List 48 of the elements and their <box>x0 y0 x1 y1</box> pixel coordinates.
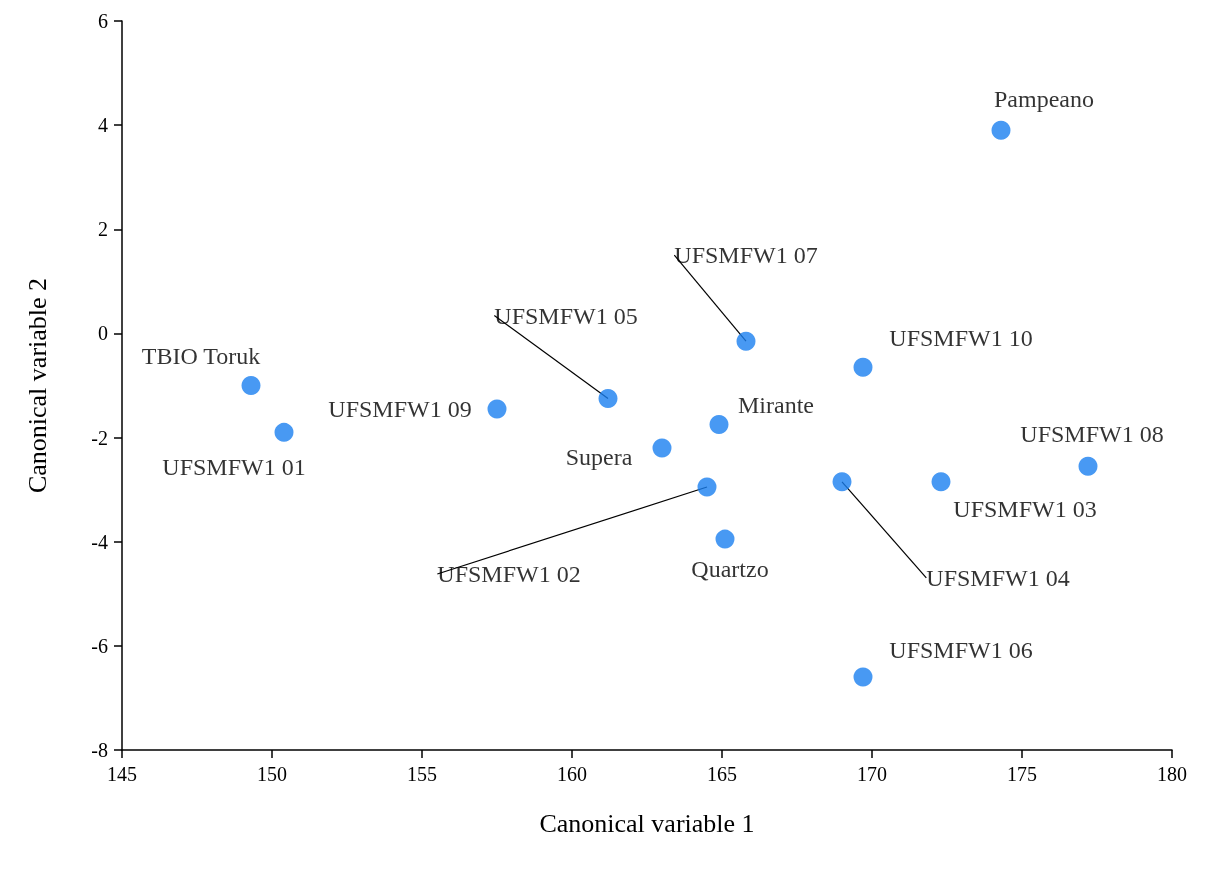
annotation: UFSMFW1 03 <box>953 495 1097 522</box>
point <box>241 376 261 395</box>
y-tick-label: -8 <box>91 739 108 761</box>
point <box>697 477 717 497</box>
y-tick-label: -4 <box>91 530 108 553</box>
point <box>1078 456 1098 476</box>
x-tick-label: 165 <box>707 763 737 785</box>
y-axis-title: Canonical variable 2 <box>22 277 52 494</box>
point <box>931 472 951 492</box>
y-tick-label: -6 <box>91 634 108 657</box>
x-tick-label: 155 <box>407 763 437 785</box>
annotation: UFSMFW1 07 <box>674 242 818 269</box>
annotation: UFSMFW1 08 <box>1020 421 1164 448</box>
annotation: Supera <box>565 443 633 470</box>
point <box>853 357 873 377</box>
x-tick-label: 170 <box>857 763 887 785</box>
annotation: UFSMFW1 10 <box>889 325 1033 352</box>
x-tick-label: 145 <box>107 763 137 785</box>
annotation: UFSMFW1 04 <box>926 564 1070 591</box>
y-tick-label: 4 <box>98 114 108 137</box>
x-tick-label: 150 <box>257 763 287 785</box>
annotation: TBIO Toruk <box>141 342 261 369</box>
point <box>715 529 735 549</box>
annotation: UFSMFW1 05 <box>494 302 638 329</box>
y-tick-label: 6 <box>98 10 108 32</box>
y-tick-label: 0 <box>98 322 108 345</box>
point <box>274 422 294 442</box>
annotation: UFSMFW1 01 <box>162 454 306 481</box>
point <box>853 667 873 687</box>
y-tick-label: 2 <box>98 218 108 241</box>
point <box>709 415 729 435</box>
x-axis-title: Canonical variable 1 <box>539 808 755 838</box>
x-tick-label: 175 <box>1007 763 1037 785</box>
annotation: UFSMFW1 09 <box>328 395 472 422</box>
annotation: Quartzo <box>691 556 769 583</box>
point <box>652 438 672 458</box>
x-tick-label: 180 <box>1157 763 1187 785</box>
y-tick-label: -2 <box>91 426 108 449</box>
point <box>832 472 852 492</box>
point <box>736 331 756 351</box>
point <box>598 389 618 409</box>
x-tick-label: 160 <box>557 763 587 785</box>
annotation: Mirante <box>738 391 814 418</box>
annotation: UFSMFW1 02 <box>437 561 581 588</box>
annotation: UFSMFW1 06 <box>889 637 1033 664</box>
annotation: Pampeano <box>994 86 1094 113</box>
point <box>487 399 507 419</box>
point <box>991 120 1011 140</box>
